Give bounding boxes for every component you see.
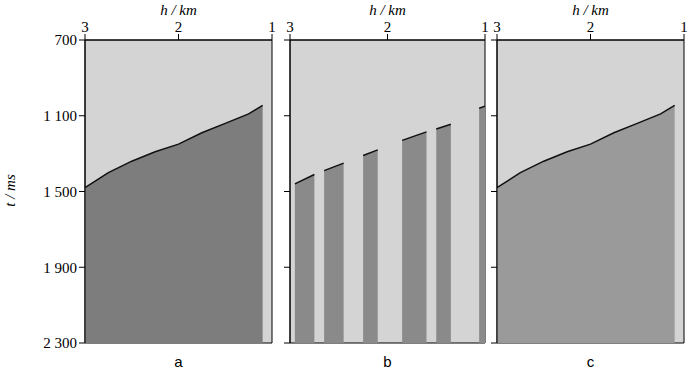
svg-text:1: 1 (268, 19, 276, 35)
html-text:t / ms: t / ms (1, 173, 18, 207)
svg-text:1 500: 1 500 (43, 184, 77, 200)
svg-text:1: 1 (680, 19, 688, 35)
html-text:h / km: h / km (572, 2, 609, 18)
svg-text:2 300: 2 300 (43, 335, 77, 351)
html-text:b: b (383, 353, 392, 370)
html-text:h / km: h / km (160, 2, 197, 18)
svg-text:1 100: 1 100 (43, 108, 77, 124)
html-text:h / km: h / km (369, 2, 406, 18)
svg-text:700: 700 (55, 32, 78, 48)
svg-text:1: 1 (481, 19, 489, 35)
html-text:a: a (174, 353, 183, 370)
svg-text:3: 3 (286, 19, 294, 35)
html-text:c: c (586, 353, 595, 370)
svg-text:1 900: 1 900 (43, 260, 77, 276)
svg-text:3: 3 (493, 19, 501, 35)
svg-text:2: 2 (384, 19, 392, 35)
svg-text:2: 2 (587, 19, 595, 35)
svg-text:2: 2 (175, 19, 183, 35)
svg-text:3: 3 (81, 19, 89, 35)
